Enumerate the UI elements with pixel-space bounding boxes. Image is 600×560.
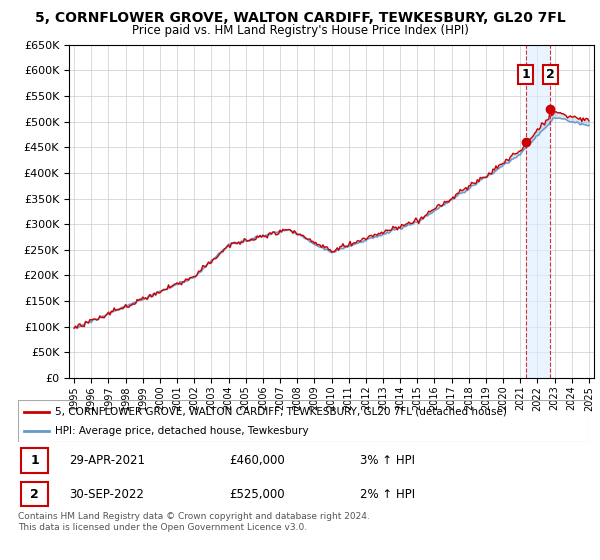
Text: 2% ↑ HPI: 2% ↑ HPI (360, 488, 415, 501)
Text: Price paid vs. HM Land Registry's House Price Index (HPI): Price paid vs. HM Land Registry's House … (131, 24, 469, 37)
Text: 3% ↑ HPI: 3% ↑ HPI (360, 454, 415, 467)
Text: 2: 2 (30, 488, 39, 501)
Text: £460,000: £460,000 (229, 454, 284, 467)
Text: 30-SEP-2022: 30-SEP-2022 (70, 488, 144, 501)
Text: £525,000: £525,000 (229, 488, 284, 501)
FancyBboxPatch shape (21, 449, 48, 473)
Text: 2: 2 (546, 68, 554, 81)
Bar (526, 45, 550, 378)
Text: HPI: Average price, detached house, Tewkesbury: HPI: Average price, detached house, Tewk… (55, 426, 308, 436)
Text: 29-APR-2021: 29-APR-2021 (70, 454, 145, 467)
FancyBboxPatch shape (21, 482, 48, 506)
Text: Contains HM Land Registry data © Crown copyright and database right 2024.
This d: Contains HM Land Registry data © Crown c… (18, 512, 370, 532)
Text: 5, CORNFLOWER GROVE, WALTON CARDIFF, TEWKESBURY, GL20 7FL (detached house): 5, CORNFLOWER GROVE, WALTON CARDIFF, TEW… (55, 407, 507, 417)
Text: 1: 1 (30, 454, 39, 467)
Text: 1: 1 (521, 68, 530, 81)
Text: 5, CORNFLOWER GROVE, WALTON CARDIFF, TEWKESBURY, GL20 7FL: 5, CORNFLOWER GROVE, WALTON CARDIFF, TEW… (35, 11, 565, 25)
